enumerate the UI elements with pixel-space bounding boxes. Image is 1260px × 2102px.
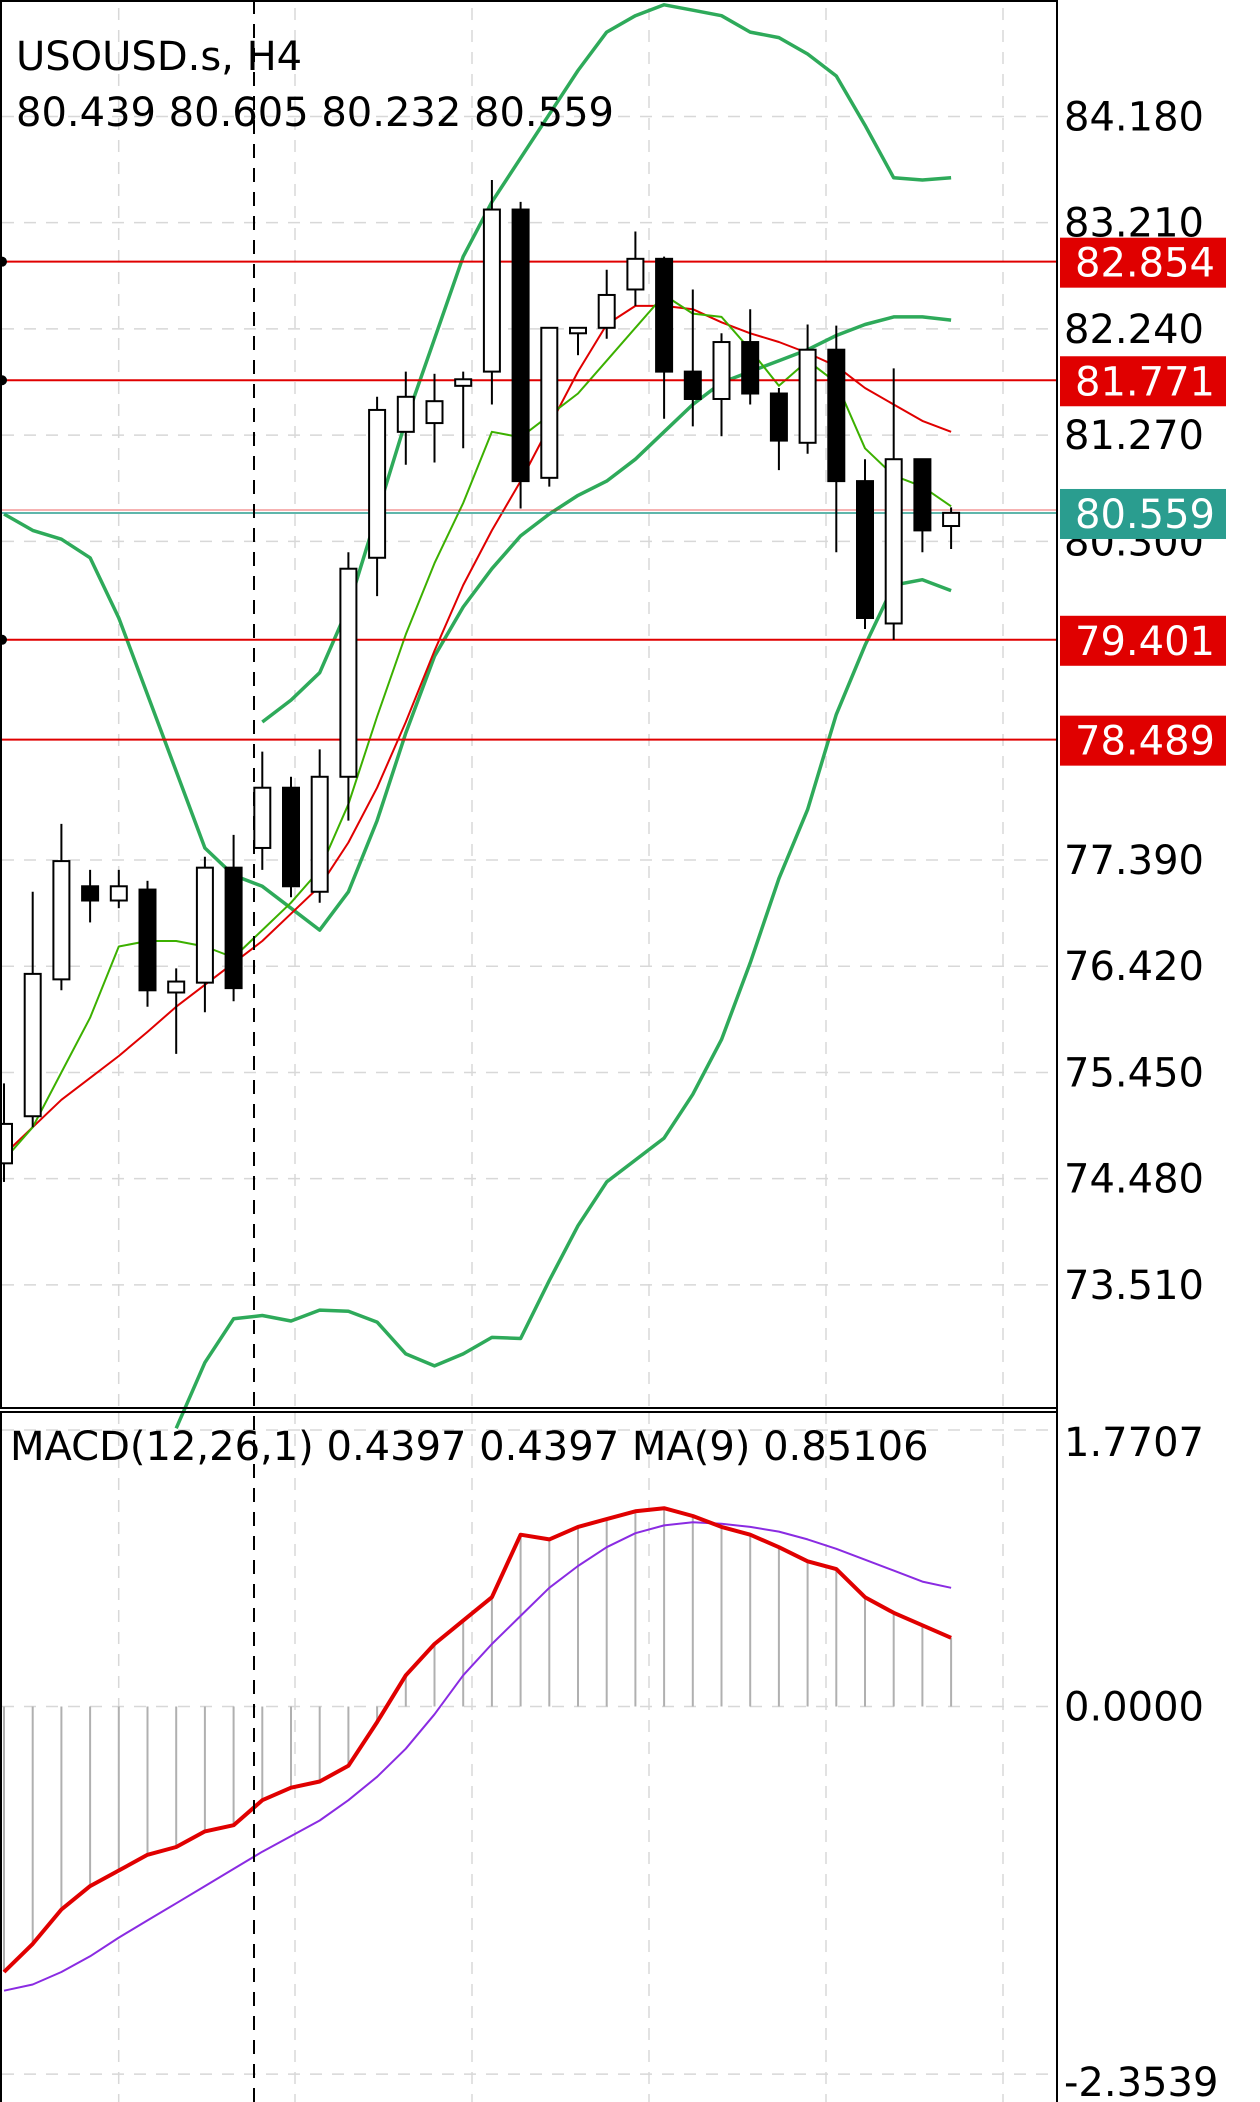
level-price-badge: [1060, 237, 1226, 288]
bullish-candle[interactable]: [597, 293, 616, 329]
bearish-candle[interactable]: [138, 888, 157, 992]
level-price-badge-text: 82.854: [1075, 241, 1215, 287]
bearish-candle[interactable]: [224, 866, 243, 990]
bollinger-lower-band: [174, 577, 952, 1430]
last-price-badge: [1060, 488, 1226, 539]
bullish-candle[interactable]: [569, 326, 587, 335]
bullish-candle[interactable]: [454, 378, 473, 387]
price-tick-label: 75.450: [1064, 1050, 1204, 1096]
grid-lines: [2, 8, 1057, 2102]
bearish-candle[interactable]: [683, 370, 702, 400]
moving-average-fast-line: [3, 294, 952, 1161]
level-price-badge-text: 81.771: [1075, 359, 1215, 405]
bollinger-middle-band: [3, 315, 952, 932]
bullish-candle[interactable]: [798, 348, 817, 444]
price-tick-label: 74.480: [1064, 1157, 1204, 1203]
bullish-candle[interactable]: [942, 511, 961, 528]
bearish-candle[interactable]: [741, 341, 760, 395]
macd-tick-label: 0.0000: [1064, 1685, 1204, 1731]
bullish-candle[interactable]: [712, 341, 731, 400]
bearish-candle[interactable]: [769, 392, 788, 442]
macd-signal-line: [3, 1521, 952, 1992]
macd-panel[interactable]: [2, 1506, 953, 1992]
bullish-candle[interactable]: [167, 980, 186, 994]
header-labels: USOUSD.s, H4 80.439 80.605 80.232 80.559…: [10, 34, 929, 1470]
axes: 84.18083.21082.24081.27080.30077.39076.4…: [0, 0, 1226, 2102]
bullish-candle[interactable]: [540, 326, 559, 479]
symbol-timeframe-label: USOUSD.s, H4: [16, 34, 302, 80]
bullish-candle[interactable]: [23, 972, 42, 1118]
level-price-badge: [1060, 356, 1226, 407]
price-tick-label: 82.240: [1064, 307, 1204, 353]
macd-header-label: MACD(12,26,1) 0.4397 0.4397 MA(9) 0.8510…: [10, 1424, 929, 1470]
moving-average-slow-line: [3, 304, 952, 1156]
price-tick-label: 73.510: [1064, 1263, 1204, 1309]
bullish-candle[interactable]: [310, 775, 329, 893]
bearish-candle[interactable]: [655, 257, 674, 373]
price-tick-label: 76.420: [1064, 944, 1204, 990]
bullish-candle[interactable]: [368, 408, 387, 559]
macd-tick-label: -2.3539: [1064, 2060, 1218, 2102]
last-price-badge-text: 80.559: [1075, 492, 1215, 538]
bearish-candle[interactable]: [511, 208, 530, 483]
bullish-candle[interactable]: [109, 885, 128, 902]
price-tick-label: 77.390: [1064, 838, 1204, 884]
bullish-candle[interactable]: [253, 786, 272, 849]
bearish-candle[interactable]: [81, 885, 100, 902]
macd-tick-label: 1.7707: [1064, 1420, 1204, 1466]
macd-main-line: [2, 1506, 952, 1974]
bullish-candle[interactable]: [482, 208, 501, 373]
bullish-candle[interactable]: [884, 458, 903, 625]
bullish-candle[interactable]: [195, 866, 214, 984]
bullish-candle[interactable]: [396, 395, 415, 433]
level-price-badge-text: 79.401: [1075, 619, 1215, 665]
bullish-candle[interactable]: [626, 257, 645, 291]
bullish-candle[interactable]: [339, 567, 358, 778]
level-price-badge-text: 78.489: [1075, 719, 1215, 765]
ohlc-values-label: 80.439 80.605 80.232 80.559: [16, 90, 614, 136]
bearish-candle[interactable]: [282, 786, 300, 888]
price-tick-label: 84.180: [1064, 94, 1204, 140]
bullish-candle[interactable]: [52, 860, 71, 981]
level-price-badge: [1060, 615, 1226, 666]
bearish-candle[interactable]: [913, 458, 932, 532]
price-tick-label: 81.270: [1064, 413, 1204, 459]
bullish-candle[interactable]: [0, 1122, 13, 1165]
level-price-badge: [1060, 715, 1226, 766]
bullish-candle[interactable]: [425, 400, 444, 425]
price-panel[interactable]: [0, 3, 1057, 1430]
bearish-candle[interactable]: [827, 348, 846, 483]
bearish-candle[interactable]: [856, 480, 874, 619]
